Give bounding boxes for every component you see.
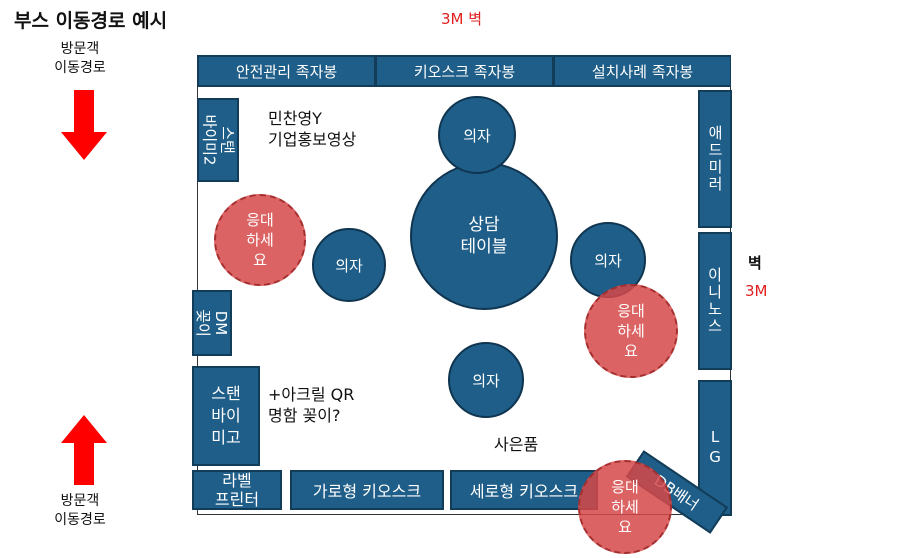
stand-bymi2-label: 스탠 바이미2	[200, 114, 237, 166]
page-title: 부스 이동경로 예시	[14, 10, 168, 32]
visitor-path-bottom-label: 방문객 이동경로	[40, 492, 120, 530]
arrow-down-icon	[61, 90, 107, 160]
visitor-path-top-label: 방문객 이동경로	[40, 40, 120, 78]
chair-top: 의자	[438, 96, 516, 174]
host-zone-left: 응대 하세 요	[214, 194, 306, 286]
dm-holder-box: DM 꽂이	[192, 290, 232, 356]
innilux-box: 이니노스	[698, 232, 732, 370]
chair-bottom: 의자	[448, 342, 524, 418]
ad-mirror-label: 애드미러	[706, 125, 724, 193]
innilux-label: 이니노스	[705, 267, 724, 335]
gift-label: 사은품	[494, 435, 539, 454]
top-stand-row: 안전관리 족자봉 키오스크 족자봉 설치사례 족자봉	[197, 55, 731, 87]
horizontal-kiosk-box: 가로형 키오스크	[290, 470, 444, 510]
ad-mirror-box: 애드미러	[698, 90, 732, 228]
case-banner-stand: 설치사례 족자봉	[553, 55, 731, 87]
vertical-kiosk-box: 세로형 키오스크	[450, 470, 598, 510]
safety-banner-stand: 안전관리 족자봉	[197, 55, 375, 87]
visitor-bottom-line2: 이동경로	[54, 512, 106, 528]
kiosk-banner-stand: 키오스크 족자봉	[375, 55, 553, 87]
consult-table: 상담 테이블	[410, 162, 558, 310]
promo-video-note: 민찬영Y 기업홍보영상	[268, 109, 357, 149]
stand-bymigo-box: 스탠 바이 미고	[192, 366, 260, 466]
wall-right-size: 3M	[745, 282, 768, 300]
visitor-top-line2: 이동경로	[54, 60, 106, 76]
label-printer-box: 라벨 프린터	[192, 470, 282, 510]
dm-holder-label: DM 꽂이	[193, 309, 230, 337]
visitor-bottom-line1: 방문객	[60, 493, 100, 509]
arrow-up-icon	[61, 415, 107, 485]
wall-top-text: 3M 벽	[441, 10, 483, 28]
qr-holder-note: +아크릴 QR 명함 꽂이?	[268, 385, 355, 425]
chair-left: 의자	[312, 228, 386, 302]
stand-bymi2-box: 스탠 바이미2	[197, 98, 239, 182]
wall-right-word: 벽	[748, 254, 762, 272]
lg-label: LG	[706, 428, 724, 468]
visitor-top-line1: 방문객	[60, 41, 100, 57]
host-zone-bottom: 응대 하세 요	[578, 460, 672, 554]
host-zone-right: 응대 하세 요	[584, 284, 678, 378]
wall-top-label: 3M 벽	[441, 8, 482, 29]
